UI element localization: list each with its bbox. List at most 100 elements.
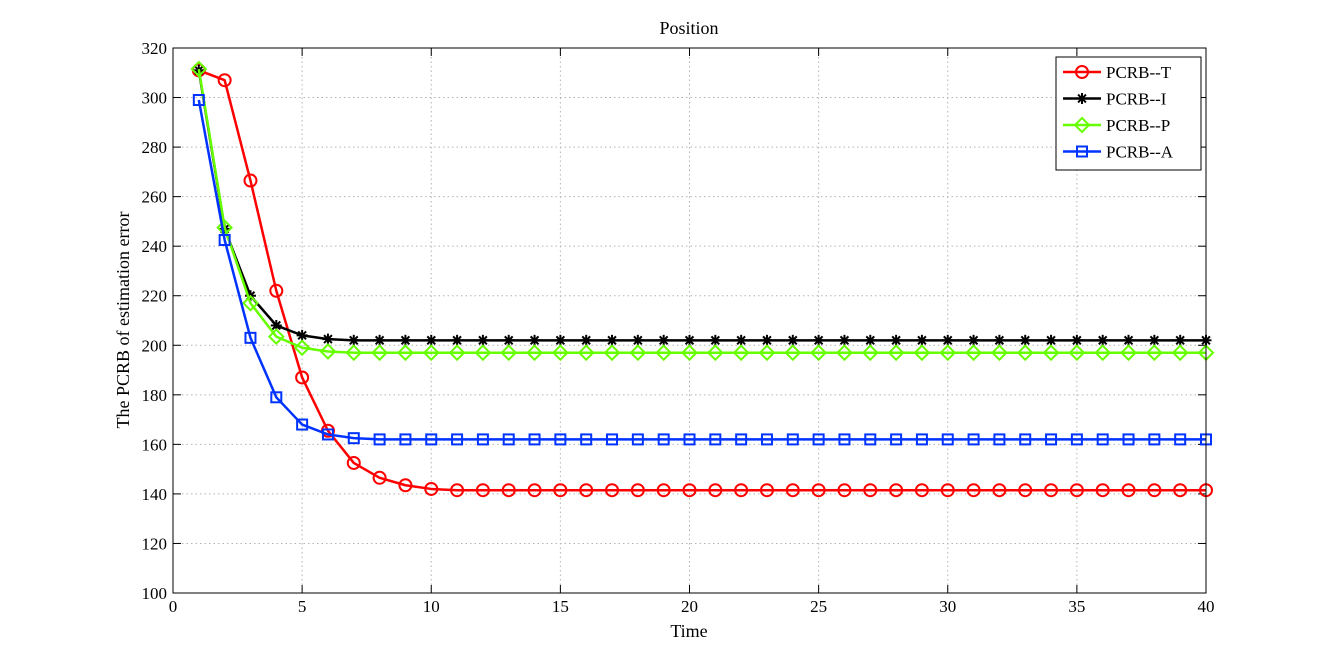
data-point: [916, 334, 928, 346]
legend-marker: [1075, 65, 1089, 79]
x-tick-label: 0: [169, 597, 178, 616]
data-point: [374, 334, 386, 346]
data-point: [296, 329, 308, 341]
data-point: [372, 470, 387, 485]
y-tick-label: 120: [142, 534, 168, 553]
data-point: [1018, 483, 1033, 498]
y-tick-label: 260: [142, 188, 168, 207]
data-point: [1173, 483, 1188, 498]
data-point: [1070, 433, 1083, 446]
data-point: [296, 418, 309, 431]
data-point: [321, 428, 334, 441]
data-point: [759, 483, 774, 498]
data-point: [1123, 334, 1135, 346]
data-point: [477, 334, 489, 346]
data-point: [683, 433, 696, 446]
data-point: [606, 433, 619, 446]
data-point: [939, 344, 957, 362]
x-tick-label: 20: [681, 597, 698, 616]
data-point: [577, 344, 595, 362]
data-point: [709, 433, 722, 446]
data-point: [448, 344, 466, 362]
data-point: [551, 344, 569, 362]
data-point: [397, 344, 414, 362]
data-point: [735, 433, 748, 446]
y-tick-label: 300: [142, 89, 168, 108]
data-point: [914, 483, 929, 498]
axis-ticks: 0 5 10 15 20 25 30 35 40 100 120 140 160 180 200 220 240…: [142, 39, 1215, 616]
data-point: [1045, 433, 1058, 446]
data-point: [632, 334, 644, 346]
data-point: [813, 334, 825, 346]
data-point: [425, 334, 437, 346]
data-point: [1171, 344, 1189, 362]
data-point: [270, 391, 283, 404]
data-point: [838, 433, 851, 446]
data-point: [371, 344, 389, 362]
y-tick-label: 280: [142, 138, 168, 157]
data-point: [450, 483, 465, 498]
data-point: [786, 433, 799, 446]
data-point: [606, 334, 618, 346]
data-point: [580, 433, 593, 446]
data-point: [1174, 433, 1187, 446]
legend-marker: [1073, 116, 1091, 134]
data-point: [631, 433, 644, 446]
series-pcrb-p: [190, 60, 1215, 362]
data-point: [968, 334, 980, 346]
data-point: [1148, 334, 1160, 346]
series-line: [197, 68, 1206, 354]
data-point: [526, 344, 543, 362]
legend-marker: [1076, 93, 1088, 104]
data-point: [269, 283, 284, 298]
data-point: [709, 334, 721, 346]
x-tick-label: 10: [423, 597, 440, 616]
data-point: [217, 73, 232, 88]
data-point: [838, 334, 850, 346]
data-point: [243, 173, 258, 188]
x-tick-label: 25: [810, 597, 827, 616]
x-tick-label: 5: [298, 597, 307, 616]
data-point: [1044, 483, 1059, 498]
data-point: [373, 433, 386, 446]
data-point: [192, 94, 205, 107]
data-point: [475, 483, 490, 498]
data-point: [579, 483, 594, 498]
data-point: [553, 483, 568, 498]
data-point: [554, 433, 567, 446]
data-point: [527, 483, 542, 498]
data-point: [734, 483, 749, 498]
data-point: [732, 344, 750, 362]
x-tick-label: 35: [1068, 597, 1085, 616]
data-point: [347, 432, 360, 445]
data-point: [915, 433, 928, 446]
data-point: [864, 334, 876, 346]
legend-label: PCRB--I: [1106, 90, 1167, 109]
series-line: [197, 99, 1206, 441]
data-point: [1016, 344, 1034, 362]
y-tick-label: 200: [142, 336, 168, 355]
legend: PCRB--T PCRB--I PCRB--P PCRB--A: [1055, 56, 1202, 171]
data-point: [812, 433, 825, 446]
data-point: [810, 344, 828, 362]
data-point: [863, 483, 878, 498]
data-point: [398, 478, 413, 493]
data-point: [861, 344, 879, 362]
data-point: [293, 339, 311, 357]
data-point: [605, 483, 620, 498]
data-point: [451, 433, 464, 446]
data-point: [1120, 344, 1137, 362]
data-point: [940, 483, 955, 498]
data-point: [502, 433, 515, 446]
data-point: [348, 334, 360, 346]
legend-marker: [1076, 145, 1088, 158]
data-point: [501, 483, 516, 498]
data-point: [811, 483, 826, 498]
data-point: [242, 294, 259, 312]
data-point: [992, 483, 1007, 498]
data-point: [474, 344, 492, 362]
data-point: [681, 344, 698, 362]
data-point: [451, 334, 463, 346]
data-point: [913, 344, 931, 362]
legend-label: PCRB--T: [1106, 63, 1172, 82]
